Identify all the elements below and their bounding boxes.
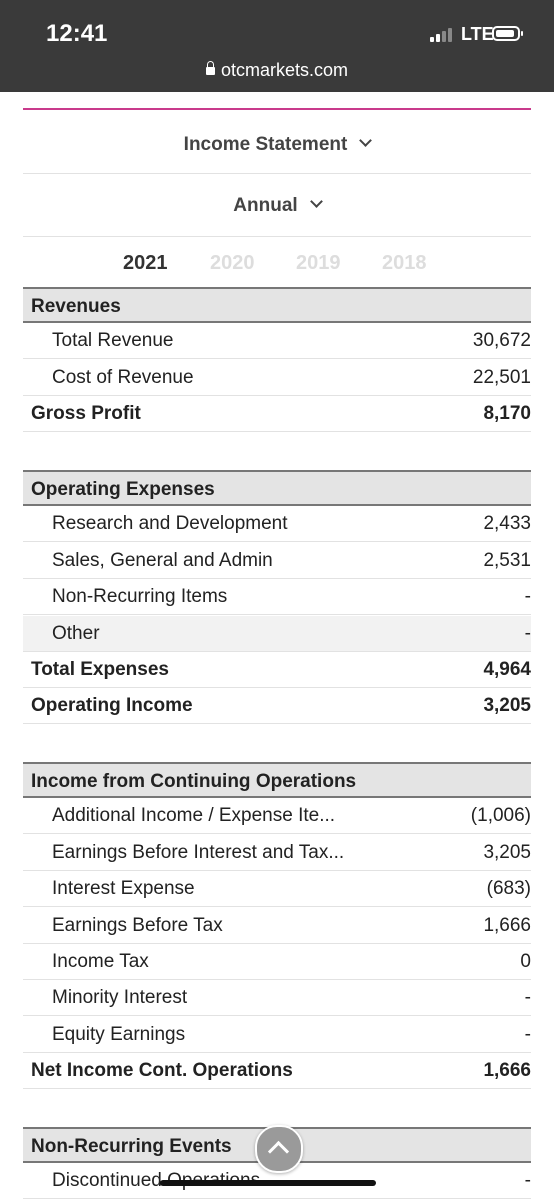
divider <box>23 108 531 110</box>
year-tab-2021[interactable]: 2021 <box>123 252 168 274</box>
table-row: Interest Expense (683) <box>23 871 531 908</box>
section-header: Operating Expenses <box>23 470 531 506</box>
table-row: Additional Income / Expense Ite... (1,006… <box>23 798 531 835</box>
row-label: Revenues <box>31 296 121 317</box>
row-label: Operating Expenses <box>31 479 215 500</box>
status-bar: 12:41 LTE otcmarkets.com <box>0 0 554 92</box>
row-value: (1,006) <box>470 805 531 827</box>
row-label: Income Tax <box>52 951 149 972</box>
row-value: 30,672 <box>472 330 531 352</box>
year-tab-2019[interactable]: 2019 <box>296 252 341 274</box>
row-value: - <box>524 987 531 1009</box>
year-tabs: 2021 2020 2019 2018 <box>23 242 531 286</box>
row-label: Earnings Before Tax <box>52 914 223 936</box>
row-label: Cost of Revenue <box>52 366 194 388</box>
year-tab-2018[interactable]: 2018 <box>382 252 427 274</box>
lock-icon <box>205 61 215 75</box>
row-value: 8,170 <box>483 403 531 425</box>
row-label: Minority Interest <box>52 987 188 1009</box>
row-label: Operating Income <box>31 695 193 717</box>
url-text: otcmarkets.com <box>220 60 349 80</box>
row-value: - <box>524 586 531 608</box>
scroll-to-top-button[interactable] <box>255 1125 303 1173</box>
network-type: LTE <box>461 24 494 44</box>
total-row: Gross Profit 8,170 <box>23 396 531 433</box>
table-row: Equity Earnings - <box>23 1017 531 1053</box>
total-row: Net Income Cont. Operations 1,666 <box>23 1053 531 1090</box>
row-value: (683) <box>486 878 531 900</box>
row-value: 1,666 <box>483 914 531 936</box>
row-label: Net Income Cont. Operations <box>31 1060 293 1082</box>
row-label: Non-Recurring Events <box>31 1136 232 1157</box>
row-label: Gross Profit <box>31 403 141 425</box>
row-label: Earnings Before Interest and Tax... <box>52 841 345 863</box>
total-row: Operating Income 3,205 <box>23 688 531 725</box>
row-label: Discontinued Operations <box>52 1170 261 1192</box>
row-label: Income from Continuing Operations <box>31 771 357 792</box>
table-row: Non-Recurring Items - <box>23 579 531 616</box>
table-row: Total Revenue 30,672 <box>23 323 531 360</box>
row-label: Interest Expense <box>52 878 195 900</box>
table-row: Earnings Before Tax 1,666 <box>23 908 531 944</box>
row-value: 3,205 <box>483 841 531 863</box>
row-label: Total Expenses <box>31 659 169 680</box>
table-row: Minority Interest - <box>23 980 531 1017</box>
table-row: Income Tax 0 <box>23 944 531 980</box>
statement-type-dropdown[interactable]: Income Statement <box>23 120 531 174</box>
row-value: - <box>524 1170 531 1192</box>
address-bar[interactable]: otcmarkets.com <box>0 60 554 81</box>
row-value: 1,666 <box>483 1060 531 1082</box>
table-row: Cost of Revenue 22,501 <box>23 360 531 396</box>
row-value: 2,531 <box>483 549 531 571</box>
row-label: Other <box>52 622 100 644</box>
chevron-down-icon <box>309 195 323 208</box>
row-value: 2,433 <box>483 513 531 535</box>
row-label: Research and Development <box>52 513 288 535</box>
period-dropdown[interactable]: Annual <box>23 174 531 237</box>
row-label: Total Revenue <box>52 330 174 352</box>
chevron-down-icon <box>359 134 373 147</box>
row-value: - <box>524 1023 531 1045</box>
period-label: Annual <box>233 195 298 216</box>
row-label: Non-Recurring Items <box>52 586 228 608</box>
table-row: Earnings Before Interest and Tax... 3,205 <box>23 835 531 871</box>
row-label: Additional Income / Expense Ite... <box>52 805 336 827</box>
year-tab-2020[interactable]: 2020 <box>210 252 255 274</box>
table-row: Research and Development 2,433 <box>23 506 531 543</box>
table-row: Discontinued Operations - <box>23 1163 531 1200</box>
row-value: 3,205 <box>483 695 531 717</box>
row-value: - <box>524 622 531 644</box>
row-value: 0 <box>520 951 531 972</box>
statement-type-label: Income Statement <box>183 134 348 155</box>
row-value: 4,964 <box>483 659 531 680</box>
battery-icon <box>492 26 523 41</box>
row-label: Sales, General and Admin <box>52 549 273 571</box>
section-header: Income from Continuing Operations <box>23 762 531 798</box>
status-time: 12:41 <box>46 20 108 47</box>
row-value: 22,501 <box>472 366 531 388</box>
signal-strength-icon <box>430 28 452 42</box>
total-row: Total Expenses 4,964 <box>23 652 531 688</box>
table-row: Other - <box>23 615 531 652</box>
home-indicator <box>160 1180 376 1186</box>
section-header: Revenues <box>23 287 531 323</box>
row-label: Equity Earnings <box>52 1023 186 1045</box>
table-row: Sales, General and Admin 2,531 <box>23 543 531 579</box>
